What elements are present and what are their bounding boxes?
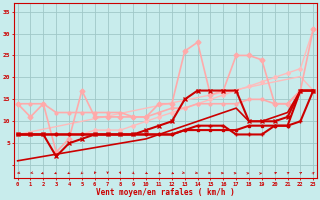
- X-axis label: Vent moyen/en rafales ( km/h ): Vent moyen/en rafales ( km/h ): [96, 188, 235, 197]
